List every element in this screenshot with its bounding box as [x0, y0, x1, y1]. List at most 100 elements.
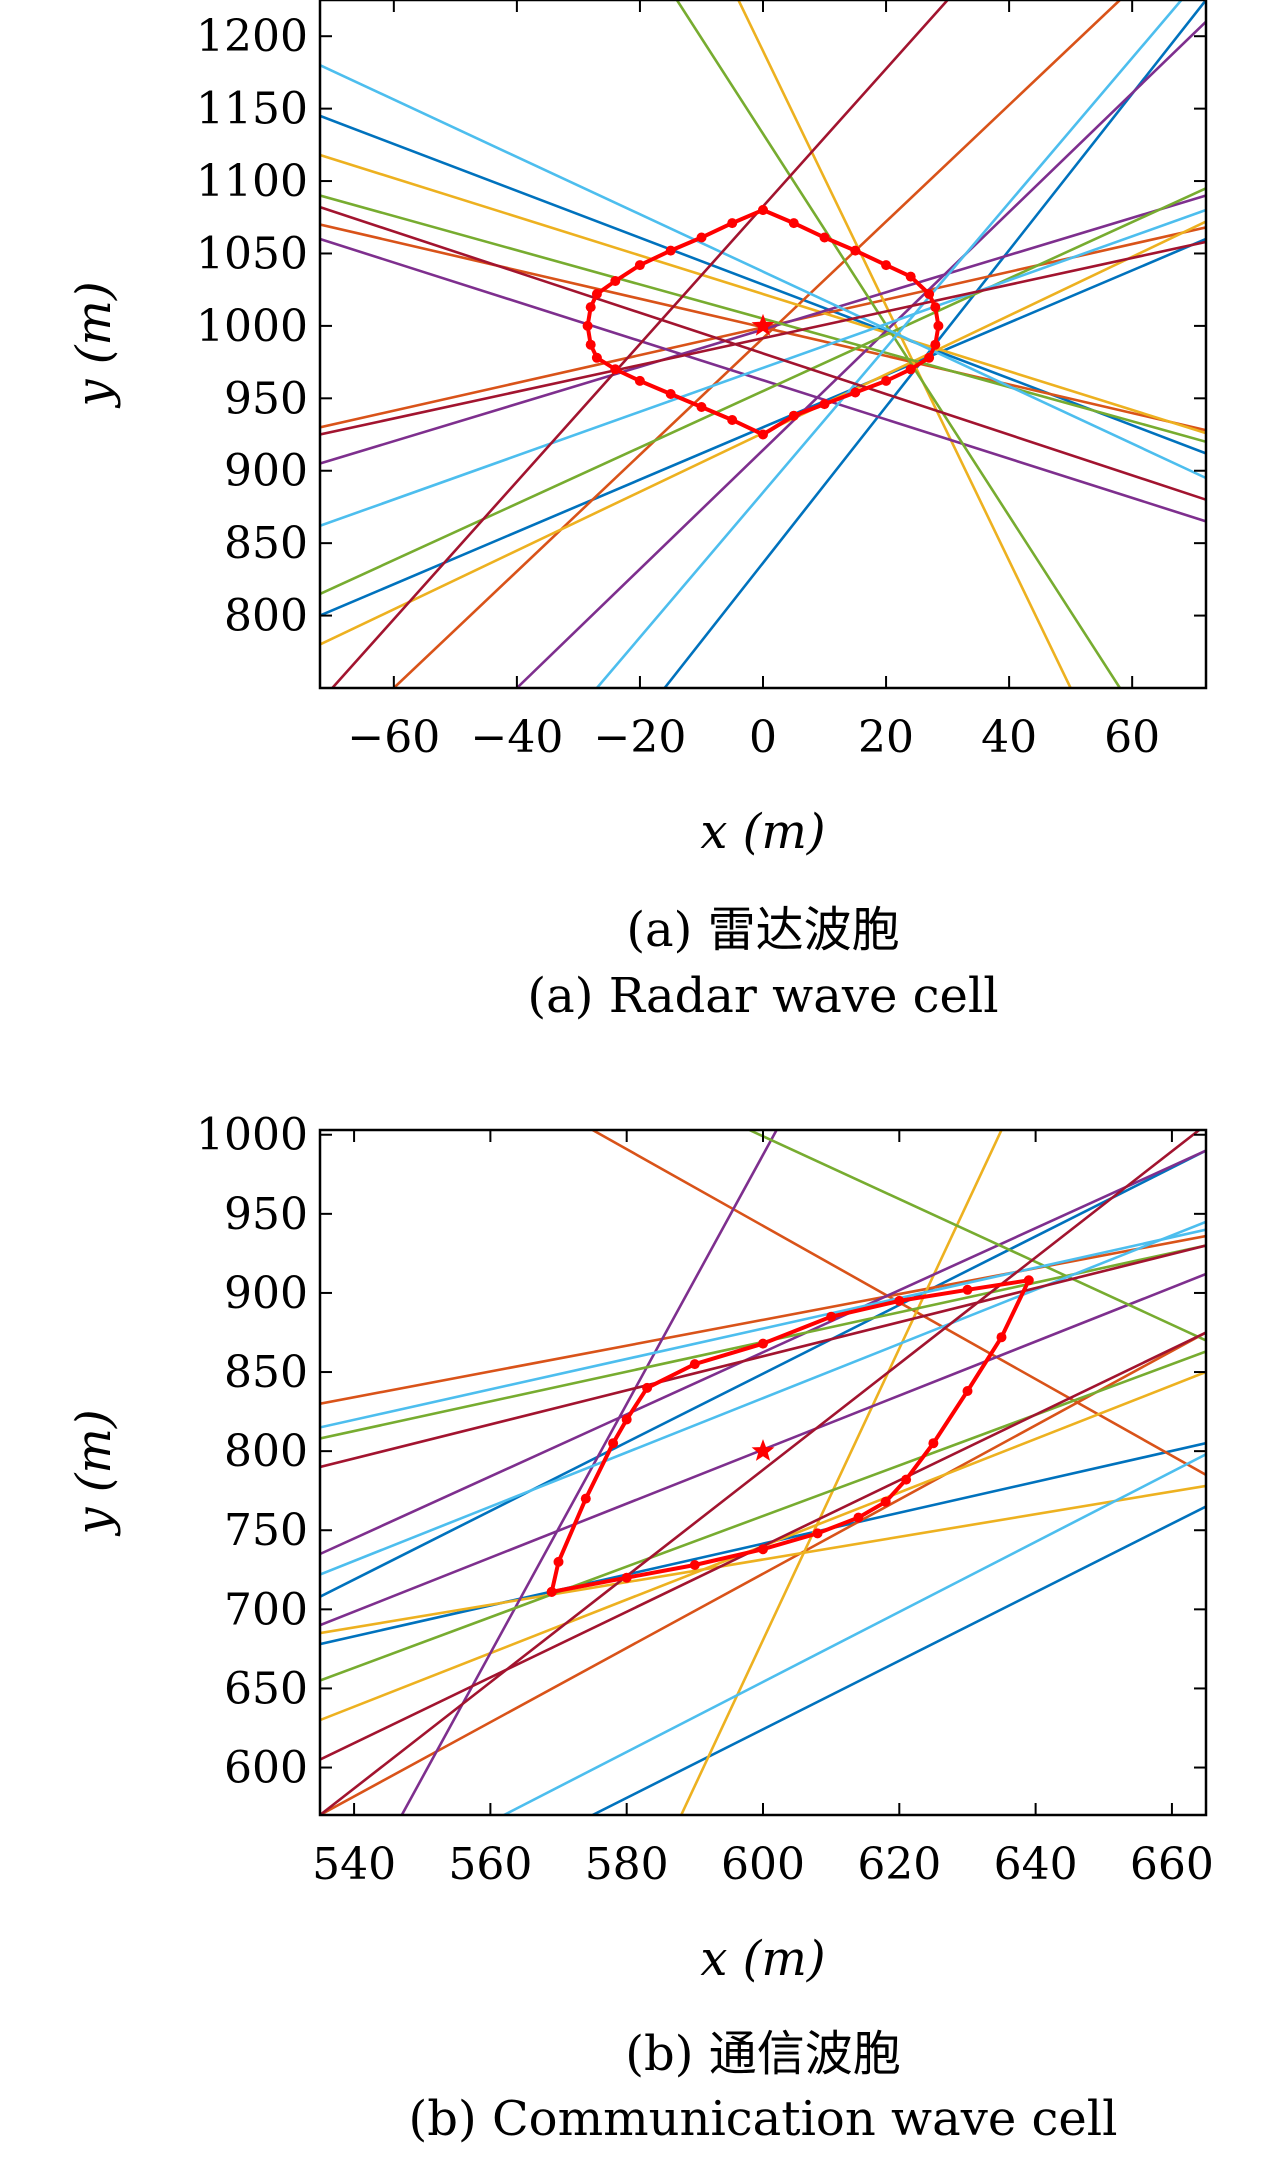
x-tick-label-communication-1: 540 [312, 1839, 396, 1890]
y-tick-label-radar-3: 900 [224, 446, 308, 497]
boundary-point-radar-33 [758, 205, 768, 215]
boundary-point-radar-15 [819, 399, 830, 410]
cell-boundary-radar [582, 205, 944, 440]
wave-line-communication-14 [320, 1350, 1206, 1682]
y-tick-label-communication-4: 750 [224, 1505, 308, 1556]
boundary-point-radar-14 [850, 387, 861, 398]
y-tick-label-radar-9: 1200 [196, 11, 308, 62]
boundary-point-communication-6 [853, 1512, 864, 1523]
wave-line-radar-21 [331, 0, 949, 688]
boundary-point-radar-17 [758, 429, 768, 440]
boundary-point-radar-10 [930, 339, 941, 350]
wave-line-radar-17 [320, 64, 1206, 480]
boundary-point-communication-19 [621, 1414, 632, 1425]
chart-panel-radar: −60 −40 −20 0 20 40 60 800 850 900 950 1000 1050 110… [66, 0, 1208, 1024]
y-tick-label-radar-5: 1000 [196, 301, 308, 352]
y-ticks-communication: 600 650 700 750 800 850 900 950 1000 [196, 1110, 1206, 1794]
x-tick-label-communication-5: 620 [857, 1839, 941, 1890]
caption-cn-radar: (a) 雷达波胞 [626, 902, 899, 958]
boundary-point-radar-12 [905, 364, 916, 375]
wave-line-communication-18 [503, 1453, 1206, 1815]
boundary-point-radar-21 [634, 375, 645, 386]
y-tick-label-radar-4: 950 [224, 373, 308, 424]
y-tick-label-communication-1: 600 [224, 1743, 308, 1794]
boundary-point-radar-31 [696, 232, 707, 243]
x-tick-label-communication-2: 560 [448, 1839, 532, 1890]
y-tick-label-communication-3: 700 [224, 1584, 308, 1635]
wave-line-communication-9 [680, 1130, 1003, 1815]
x-tick-label-communication-4: 600 [721, 1839, 805, 1890]
boundary-point-radar-8 [930, 302, 941, 313]
boundary-point-communication-5 [812, 1528, 823, 1539]
boundary-point-radar-3 [819, 232, 830, 243]
wave-line-communication-16 [320, 1228, 1206, 1429]
wave-line-radar-6 [392, 0, 1121, 688]
x-tick-label-radar-3: −20 [594, 712, 687, 763]
x-tick-label-communication-7: 660 [1130, 1839, 1214, 1890]
y-tick-label-radar-6: 1050 [196, 228, 308, 279]
y-axis-label-communication: y (m) [66, 1409, 122, 1536]
wave-line-communication-11 [400, 1130, 778, 1815]
x-axis-label-radar: x (m) [700, 804, 825, 860]
y-tick-label-communication-9: 1000 [196, 1110, 308, 1161]
y-ticks-radar: 800 850 900 950 1000 1050 1100 1150 1200 [196, 11, 1206, 642]
boundary-point-radar-11 [924, 352, 935, 363]
boundary-point-communication-12 [1023, 1275, 1034, 1286]
x-tick-label-communication-3: 580 [585, 1839, 669, 1890]
wave-line-radar-8 [320, 153, 1206, 435]
wave-line-communication-21 [320, 1130, 1200, 1815]
x-axis-label-communication: x (m) [700, 1931, 825, 1987]
boundary-point-communication-11 [996, 1332, 1007, 1343]
y-tick-label-communication-5: 800 [224, 1426, 308, 1477]
boundary-point-communication-23 [546, 1586, 557, 1597]
boundary-point-communication-9 [928, 1438, 939, 1449]
boundary-point-radar-29 [634, 260, 645, 271]
y-tick-label-radar-8: 1150 [196, 84, 308, 135]
y-tick-label-radar-2: 850 [224, 518, 308, 569]
boundary-point-radar-13 [881, 375, 892, 386]
boundary-point-communication-20 [608, 1438, 619, 1449]
target-star-marker-radar [751, 313, 775, 336]
y-axis-label-radar: y (m) [66, 281, 122, 408]
boundary-point-radar-18 [727, 415, 738, 425]
boundary-point-communication-4 [758, 1544, 768, 1555]
y-tick-label-radar-7: 1100 [196, 156, 308, 207]
wave-line-radar-13 [320, 187, 1206, 596]
wave-line-radar-18 [595, 0, 1183, 688]
wave-line-communication-19 [320, 1244, 1206, 1469]
wave-line-communication-17 [320, 1220, 1206, 1576]
wave-line-radar-12 [515, 20, 1206, 688]
boundary-point-radar-16 [788, 410, 799, 421]
boundary-point-communication-14 [894, 1295, 905, 1306]
y-tick-label-radar-1: 800 [224, 591, 308, 642]
x-tick-label-radar-4: 0 [749, 712, 777, 763]
boundary-point-communication-2 [621, 1572, 632, 1583]
boundary-point-radar-7 [924, 289, 935, 299]
boundary-point-radar-27 [591, 289, 602, 299]
chart-panel-communication: 540 560 580 600 620 640 660 600 650 700 750 800 850… [66, 1110, 1214, 2147]
x-tick-label-radar-5: 20 [858, 712, 914, 763]
boundary-point-radar-28 [610, 276, 621, 286]
y-tick-label-communication-6: 850 [224, 1347, 308, 1398]
boundary-point-communication-22 [553, 1556, 564, 1567]
x-ticks-communication: 540 560 580 600 620 640 660 [312, 1130, 1214, 1890]
wave-line-communication-1 [320, 1441, 1206, 1646]
target-star-marker-communication [751, 1439, 775, 1461]
boundary-point-radar-6 [905, 271, 916, 282]
cell-boundary-communication [546, 1275, 1034, 1597]
boundary-point-radar-23 [591, 352, 602, 363]
wave-line-radar-19 [320, 240, 1206, 436]
boundary-point-communication-21 [580, 1493, 591, 1504]
boundary-point-radar-20 [665, 389, 676, 399]
boundary-point-radar-24 [585, 339, 596, 350]
boundary-point-communication-8 [901, 1474, 912, 1485]
boundary-point-communication-16 [758, 1338, 768, 1349]
boundary-point-radar-5 [881, 260, 892, 271]
x-ticks-radar: −60 −40 −20 0 20 40 60 [347, 0, 1160, 763]
y-tick-label-communication-7: 900 [224, 1268, 308, 1319]
boundary-point-communication-10 [962, 1386, 973, 1396]
boundary-point-radar-19 [696, 402, 707, 412]
boundary-point-radar-22 [610, 364, 621, 375]
target-star-communication [751, 1439, 775, 1461]
